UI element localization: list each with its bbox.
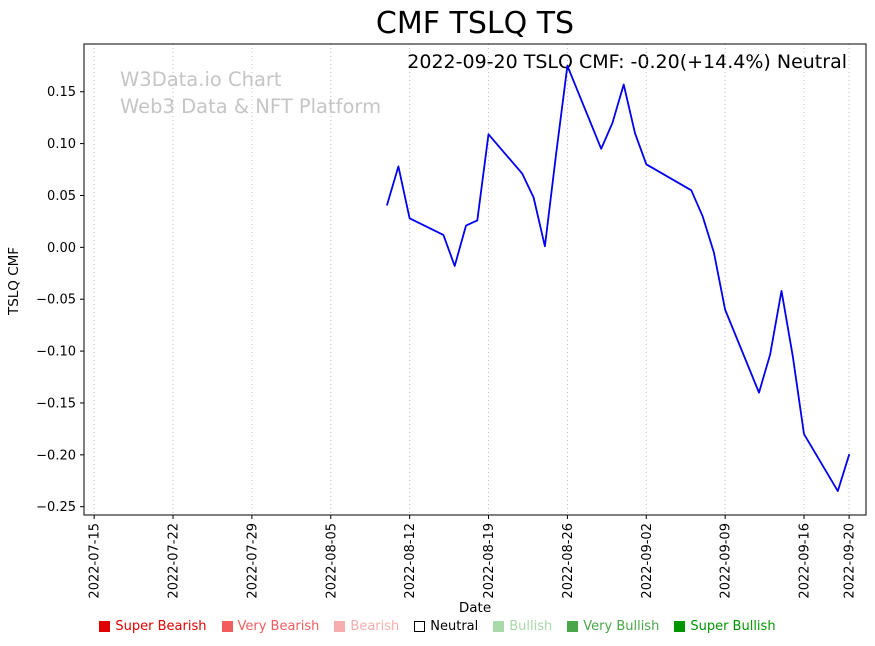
legend-swatch — [493, 621, 505, 632]
y-tick-label: −0.25 — [36, 500, 76, 515]
legend-item: Very Bearish — [221, 619, 320, 634]
cmf-line — [386, 64, 850, 493]
legend-swatch — [567, 621, 579, 632]
y-tick-label: −0.05 — [36, 293, 76, 308]
legend-label: Super Bearish — [115, 619, 207, 634]
chart-title: CMF TSLQ TS — [375, 6, 575, 41]
x-tick-label: 2022-08-26 — [561, 523, 576, 599]
legend-label: Very Bearish — [237, 619, 320, 634]
x-tick-label: 2022-07-15 — [88, 523, 103, 599]
legend-item: Bullish — [493, 619, 552, 634]
x-tick-label: 2022-07-22 — [167, 523, 182, 599]
y-tick-label: −0.20 — [36, 448, 76, 463]
x-tick-label: 2022-09-20 — [843, 523, 858, 599]
x-tick-label: 2022-09-09 — [719, 523, 734, 599]
y-tick-label: −0.15 — [36, 396, 76, 411]
watermark: W3Data.io Chart Web3 Data & NFT Platform — [120, 66, 381, 120]
legend-item: Very Bullish — [567, 619, 659, 634]
legend-swatch — [414, 621, 426, 632]
legend: Super Bearish Very Bearish Bearish Neutral B… — [0, 619, 875, 634]
legend-item: Bearish — [334, 619, 399, 634]
legend-item: Neutral — [414, 619, 478, 634]
watermark-line-1: W3Data.io Chart — [120, 68, 282, 91]
x-tick-label: 2022-08-05 — [324, 523, 339, 599]
y-tick-label: 0.10 — [47, 137, 76, 152]
legend-item: Super Bullish — [674, 619, 776, 634]
x-tick-label: 2022-09-02 — [640, 523, 655, 599]
x-tick-label: 2022-08-19 — [482, 523, 497, 599]
y-tick-label: 0.00 — [47, 241, 76, 256]
legend-label: Neutral — [430, 619, 479, 634]
legend-swatch — [674, 621, 686, 632]
y-tick-label: 0.05 — [47, 189, 76, 204]
x-tick-label: 2022-09-16 — [798, 523, 813, 599]
legend-swatch — [99, 621, 111, 632]
x-axis-label: Date — [458, 600, 492, 616]
chart-annotation: 2022-09-20 TSLQ CMF: -0.20(+14.4%) Neutr… — [407, 51, 847, 73]
legend-label: Very Bullish — [583, 619, 660, 634]
watermark-line-2: Web3 Data & NFT Platform — [120, 95, 382, 118]
legend-item: Super Bearish — [99, 619, 207, 634]
x-tick-label: 2022-07-29 — [245, 523, 260, 599]
y-tick-label: −0.10 — [36, 345, 76, 360]
x-tick-label: 2022-08-12 — [403, 523, 418, 599]
y-tick-label: 0.15 — [47, 85, 76, 100]
legend-label: Super Bullish — [690, 619, 776, 634]
y-axis-label: TSLQ CMF — [6, 246, 22, 316]
legend-label: Bearish — [350, 619, 400, 634]
legend-swatch — [221, 621, 233, 632]
legend-swatch — [334, 621, 346, 632]
legend-label: Bullish — [509, 619, 553, 634]
axes-frame — [83, 43, 867, 516]
